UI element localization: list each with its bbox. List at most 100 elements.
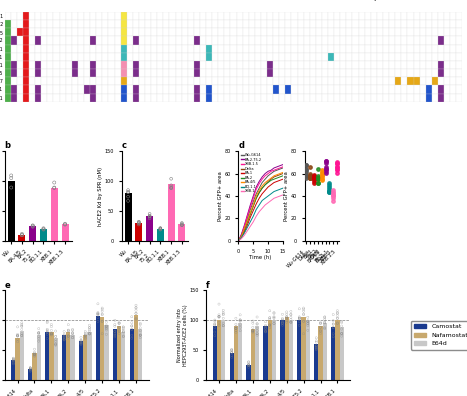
Bar <box>359 20 365 28</box>
Bar <box>35 93 41 102</box>
Bar <box>304 86 310 93</box>
Point <box>27 365 34 371</box>
XBB.1.5 <box>268 169 274 174</box>
Point <box>253 332 261 339</box>
Bar <box>438 77 444 86</box>
Bar <box>297 28 304 36</box>
Point <box>306 172 314 179</box>
Bar <box>377 86 383 93</box>
Point <box>270 320 278 327</box>
Bar <box>41 69 47 77</box>
Bar <box>407 53 413 61</box>
Line: Wu-G614: Wu-G614 <box>239 168 283 241</box>
Bar <box>304 61 310 69</box>
Bar <box>102 61 108 69</box>
Bar <box>96 316 100 380</box>
Delta <box>274 173 280 178</box>
Bar <box>170 12 176 20</box>
Bar <box>255 53 261 61</box>
Bar <box>322 12 328 20</box>
BQ.1.1 <box>254 207 259 212</box>
Bar <box>383 53 389 61</box>
Bar <box>145 36 151 44</box>
Bar <box>78 44 84 53</box>
Bar <box>50 332 54 380</box>
Bar <box>249 12 255 20</box>
Bar <box>395 61 401 69</box>
Bar <box>297 69 304 77</box>
Bar <box>279 28 285 36</box>
Bar <box>78 20 84 28</box>
Point <box>31 352 38 358</box>
Bar <box>35 28 41 36</box>
Point <box>178 221 186 227</box>
Point <box>14 337 21 343</box>
Bar <box>90 53 96 61</box>
Point <box>64 333 72 339</box>
Bar <box>66 12 72 20</box>
Bar <box>102 86 108 93</box>
Bar <box>255 20 261 28</box>
Point <box>325 189 333 196</box>
Bar <box>157 12 163 20</box>
Bar <box>353 28 359 36</box>
Point <box>215 314 223 320</box>
Point <box>329 321 337 327</box>
Bar <box>163 93 170 102</box>
Point <box>103 325 110 331</box>
Point <box>236 317 244 324</box>
BQ.1.1 <box>262 196 268 201</box>
Bar <box>438 44 444 53</box>
Bar <box>47 44 54 53</box>
Point <box>124 189 132 196</box>
Bar <box>145 53 151 61</box>
Point <box>300 306 307 312</box>
Point <box>245 358 252 365</box>
BA.2.75.2 <box>245 213 250 217</box>
Point <box>156 225 164 231</box>
Bar <box>163 69 170 77</box>
Point <box>270 315 278 322</box>
Bar <box>182 53 188 61</box>
BA.1 <box>280 177 286 181</box>
Bar <box>206 44 212 53</box>
Bar <box>78 86 84 93</box>
BA.1 <box>274 179 280 184</box>
Bar <box>316 44 322 53</box>
Bar <box>316 20 322 28</box>
Bar <box>139 44 145 53</box>
Bar <box>261 86 267 93</box>
Point <box>312 345 320 352</box>
Point <box>249 329 256 335</box>
Point <box>318 177 325 183</box>
Point <box>262 326 269 332</box>
Point <box>306 164 314 171</box>
Bar <box>237 77 243 86</box>
Point <box>306 175 314 181</box>
XBB.1.5 <box>271 168 277 173</box>
Point <box>262 323 269 329</box>
Bar <box>47 28 54 36</box>
Point <box>132 305 140 311</box>
Bar <box>261 93 267 102</box>
Bar <box>182 12 188 20</box>
Point <box>31 351 38 357</box>
Point <box>132 302 140 308</box>
Bar <box>450 28 456 36</box>
Point <box>27 367 34 373</box>
Bar <box>247 365 251 380</box>
Bar <box>261 20 267 28</box>
Bar <box>249 20 255 28</box>
Point <box>270 314 278 320</box>
XBB.1.5 <box>241 224 247 229</box>
Bar <box>395 20 401 28</box>
Bar <box>401 20 407 28</box>
Point <box>99 311 106 317</box>
Bar <box>41 36 47 44</box>
Bar <box>407 44 413 53</box>
Bar <box>273 20 279 28</box>
XBB.1 <box>277 194 283 198</box>
Point <box>283 309 290 315</box>
Bar <box>340 36 347 44</box>
Point <box>312 343 320 349</box>
